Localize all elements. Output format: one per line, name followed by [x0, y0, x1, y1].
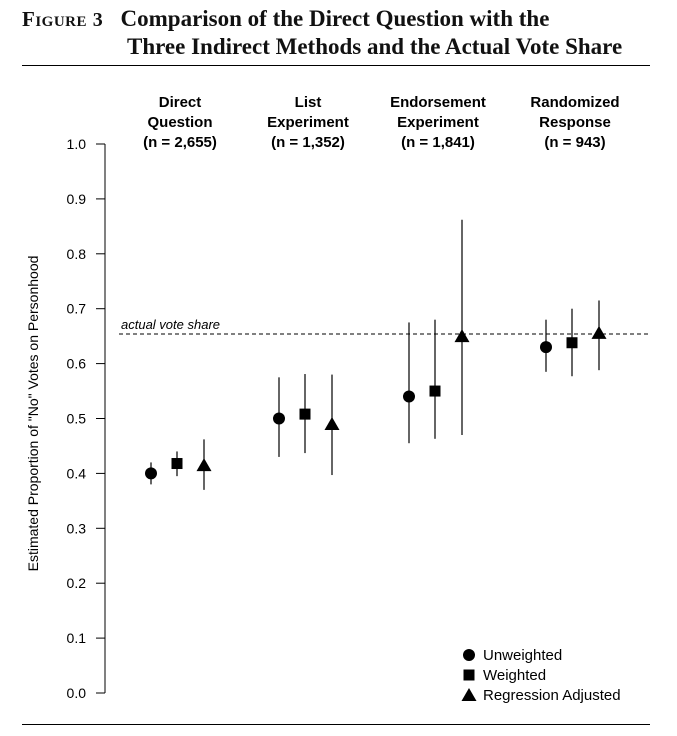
- legend-marker-triangle: [461, 688, 477, 701]
- legend-label: Weighted: [483, 667, 546, 684]
- figure-title-line-2: Three Indirect Methods and the Actual Vo…: [127, 34, 623, 59]
- figure-title-text-1: Comparison of the Direct Question with t…: [120, 6, 550, 31]
- legend-label: Unweighted: [483, 647, 562, 664]
- y-tick-label: 0.6: [67, 356, 87, 372]
- group-label: Experiment: [267, 114, 349, 131]
- y-axis-label: Estimated Proportion of "No" Votes on Pe…: [25, 256, 41, 572]
- data-point-circle: [540, 341, 552, 354]
- group-label: Question: [147, 114, 212, 131]
- group-label: List: [295, 94, 322, 111]
- group-label: Randomized: [530, 94, 619, 111]
- legend-label: Regression Adjusted: [483, 687, 621, 704]
- group-label: Response: [539, 114, 611, 131]
- y-tick-label: 0.4: [67, 465, 87, 481]
- data-point-circle: [145, 467, 157, 480]
- legend-marker-circle: [463, 649, 475, 661]
- data-point-circle: [403, 390, 415, 403]
- data-point-triangle: [591, 325, 607, 339]
- group-label: Endorsement: [390, 94, 486, 111]
- group-label: (n = 943): [544, 134, 605, 151]
- figure-number: 3: [92, 9, 103, 31]
- group-label: Experiment: [397, 114, 479, 131]
- group-label: (n = 2,655): [143, 134, 217, 151]
- y-tick-label: 0.5: [67, 411, 87, 427]
- legend-marker-square: [463, 669, 475, 681]
- data-point-triangle: [454, 329, 470, 343]
- y-tick-label: 0.3: [67, 520, 87, 536]
- y-tick-label: 0.7: [67, 301, 87, 317]
- data-point-circle: [273, 412, 285, 425]
- data-point-square: [171, 458, 183, 470]
- group-label: (n = 1,841): [401, 134, 475, 151]
- y-tick-label: 0.1: [67, 630, 87, 646]
- figure-label: Figure: [22, 7, 88, 31]
- group-label: Direct: [159, 94, 202, 111]
- bottom-rule: [22, 724, 650, 725]
- y-tick-label: 0.8: [67, 246, 87, 262]
- data-point-triangle: [196, 458, 212, 472]
- top-rule: [22, 65, 650, 66]
- figure-title-line-1: Figure 3 Comparison of the Direct Questi…: [22, 6, 549, 32]
- data-point-square: [429, 385, 441, 397]
- data-point-square: [566, 337, 578, 349]
- y-tick-label: 0.9: [67, 191, 87, 207]
- data-point-triangle: [324, 416, 340, 430]
- reference-line-label: actual vote share: [121, 317, 220, 332]
- y-tick-label: 0.0: [67, 685, 87, 701]
- y-tick-label: 0.2: [67, 575, 87, 591]
- data-point-square: [299, 408, 311, 420]
- group-label: (n = 1,352): [271, 134, 345, 151]
- y-tick-label: 1.0: [67, 136, 87, 152]
